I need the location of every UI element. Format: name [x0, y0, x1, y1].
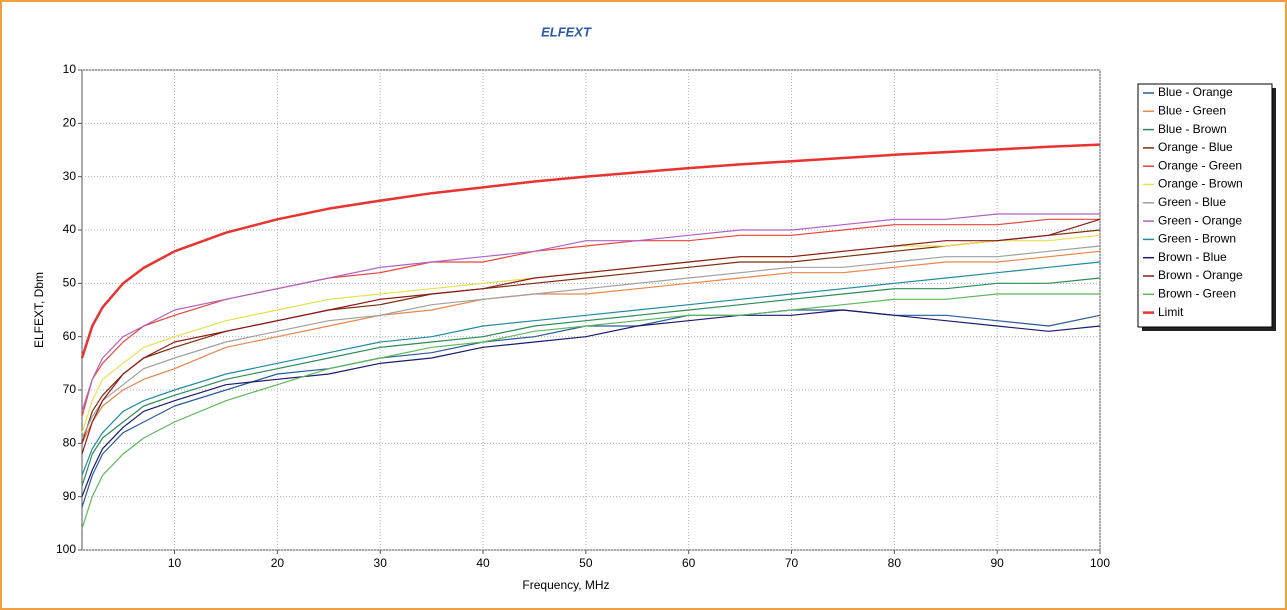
series-line — [81, 309, 1101, 508]
y-tick-label: 60 — [63, 329, 77, 343]
legend-label: Brown - Green — [1158, 286, 1236, 300]
legend-label: Green - Orange — [1158, 213, 1242, 227]
plot-area — [81, 69, 1101, 551]
y-tick-label: 70 — [63, 382, 77, 396]
legend-label: Green - Brown — [1158, 232, 1236, 246]
legend-label: Brown - Orange — [1158, 268, 1243, 282]
x-tick-label: 80 — [888, 556, 902, 570]
y-tick-label: 90 — [63, 489, 77, 503]
x-tick-label: 100 — [1090, 556, 1110, 570]
series-line — [81, 277, 1101, 487]
y-tick-label: 80 — [63, 436, 77, 450]
series-line — [81, 293, 1100, 529]
x-tick-label: 30 — [374, 556, 388, 570]
series-line — [80, 143, 1101, 359]
legend-label: Blue - Green — [1158, 103, 1226, 117]
legend-label: Brown - Blue — [1158, 250, 1227, 264]
legend-label: Limit — [1158, 305, 1184, 319]
legend — [1137, 83, 1273, 328]
legend-label: Green - Blue — [1158, 195, 1226, 209]
x-tick-label: 50 — [579, 556, 593, 570]
x-tick-label: 20 — [271, 556, 285, 570]
y-tick-label: 100 — [56, 542, 76, 556]
y-tick-label: 50 — [63, 276, 77, 290]
legend-label: Blue - Brown — [1158, 122, 1227, 136]
x-tick-label: 40 — [476, 556, 490, 570]
y-axis-label: ELFEXT, Dbm — [32, 272, 46, 348]
series-line — [81, 218, 1100, 417]
series-line — [81, 261, 1101, 476]
series-line — [81, 213, 1100, 412]
y-tick-label: 20 — [63, 116, 77, 130]
x-tick-label: 90 — [990, 556, 1004, 570]
series-line — [81, 218, 1101, 455]
x-tick-label: 60 — [682, 556, 696, 570]
x-tick-label: 10 — [168, 556, 182, 570]
y-tick-label: 10 — [63, 62, 77, 76]
x-tick-label: 70 — [785, 556, 799, 570]
x-axis-label: Frequency, MHz — [522, 578, 609, 592]
legend-label: Orange - Blue — [1158, 140, 1233, 154]
legend-label: Blue - Orange — [1158, 85, 1233, 99]
series-line — [81, 234, 1101, 433]
y-tick-label: 40 — [63, 222, 77, 236]
legend-label: Orange - Green — [1158, 158, 1242, 172]
chart-title: ELFEXT — [541, 24, 592, 39]
series-line — [81, 309, 1101, 497]
series-line — [81, 245, 1101, 439]
y-tick-label: 30 — [63, 169, 77, 183]
legend-label: Orange - Brown — [1158, 177, 1243, 191]
